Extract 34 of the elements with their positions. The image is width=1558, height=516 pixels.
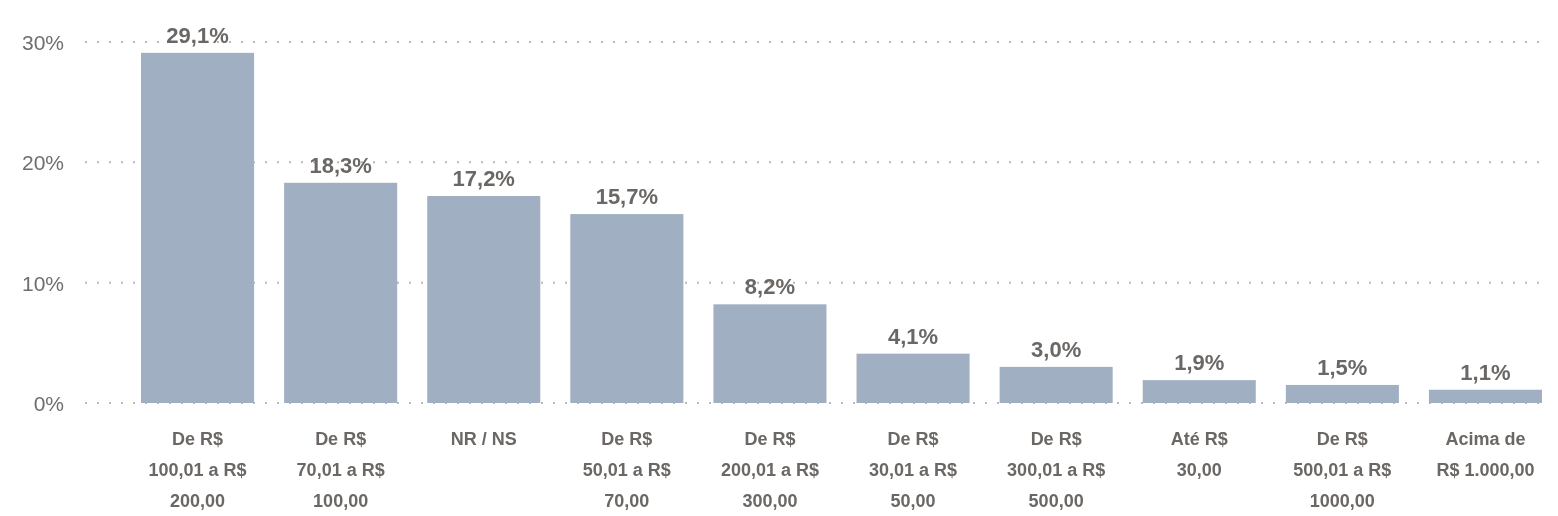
y-tick-label: 10% (21, 271, 64, 295)
data-label: 1,1% (1460, 359, 1511, 385)
bar (570, 214, 684, 403)
x-tick-label: De R$ 500,01 a R$ 1000,00 (1293, 429, 1392, 511)
bar (141, 52, 255, 403)
bar (284, 182, 398, 403)
x-tick-label: De R$ 100,01 a R$ 200,00 (148, 429, 247, 511)
data-label: 4,1% (887, 323, 939, 349)
y-tick-label: 30% (21, 30, 64, 54)
data-label: 15,7% (595, 184, 659, 210)
bar (1428, 389, 1542, 403)
bar (1285, 384, 1399, 403)
bar (999, 366, 1113, 403)
y-tick-label: 20% (21, 151, 64, 175)
data-label: 8,2% (744, 274, 796, 300)
data-label: 3,0% (1031, 336, 1082, 362)
bar (856, 353, 970, 403)
x-tick-label: Acima de R$ 1.000,00 (1436, 429, 1535, 480)
data-label: 18,3% (309, 152, 372, 178)
data-label: 1,5% (1317, 354, 1368, 380)
data-label: 1,9% (1174, 350, 1225, 376)
data-label: 29,1% (166, 22, 229, 48)
x-tick-label: De R$ 30,01 a R$ 50,00 (869, 429, 958, 511)
x-tick-label: De R$ 50,01 a R$ 70,00 (582, 429, 671, 511)
data-label: 17,2% (452, 166, 515, 192)
bar (1142, 380, 1256, 403)
x-tick-label: De R$ 300,01 a R$ 500,00 (1007, 429, 1106, 511)
x-tick-label: Até R$ 30,00 (1170, 429, 1228, 480)
x-tick-label: NR / NS (450, 429, 517, 449)
x-tick-label: De R$ 70,01 a R$ 100,00 (296, 429, 385, 511)
bar (713, 304, 827, 403)
x-tick-label: De R$ 200,01 a R$ 300,00 (720, 429, 819, 511)
bar (427, 196, 541, 403)
y-tick-label: 0% (33, 391, 64, 415)
